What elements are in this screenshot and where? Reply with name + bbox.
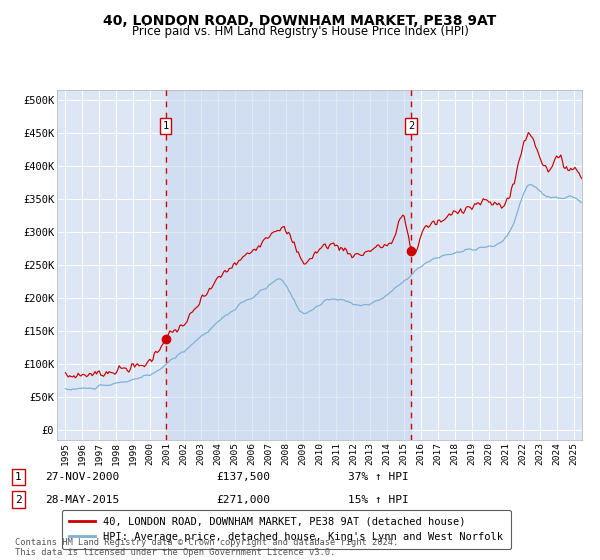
Text: £271,000: £271,000: [216, 494, 270, 505]
Text: 27-NOV-2000: 27-NOV-2000: [45, 472, 119, 482]
Legend: 40, LONDON ROAD, DOWNHAM MARKET, PE38 9AT (detached house), HPI: Average price, : 40, LONDON ROAD, DOWNHAM MARKET, PE38 9A…: [62, 510, 511, 549]
Text: 37% ↑ HPI: 37% ↑ HPI: [348, 472, 409, 482]
Text: 28-MAY-2015: 28-MAY-2015: [45, 494, 119, 505]
Bar: [166, 90, 411, 440]
Text: Price paid vs. HM Land Registry's House Price Index (HPI): Price paid vs. HM Land Registry's House …: [131, 25, 469, 38]
Text: 40, LONDON ROAD, DOWNHAM MARKET, PE38 9AT: 40, LONDON ROAD, DOWNHAM MARKET, PE38 9A…: [103, 14, 497, 28]
Text: 1: 1: [15, 472, 22, 482]
Text: 1: 1: [163, 121, 169, 131]
Text: £137,500: £137,500: [216, 472, 270, 482]
Text: Contains HM Land Registry data © Crown copyright and database right 2024.
This d: Contains HM Land Registry data © Crown c…: [15, 538, 398, 557]
Text: 2: 2: [15, 494, 22, 505]
Text: 15% ↑ HPI: 15% ↑ HPI: [348, 494, 409, 505]
Text: 2: 2: [408, 121, 414, 131]
